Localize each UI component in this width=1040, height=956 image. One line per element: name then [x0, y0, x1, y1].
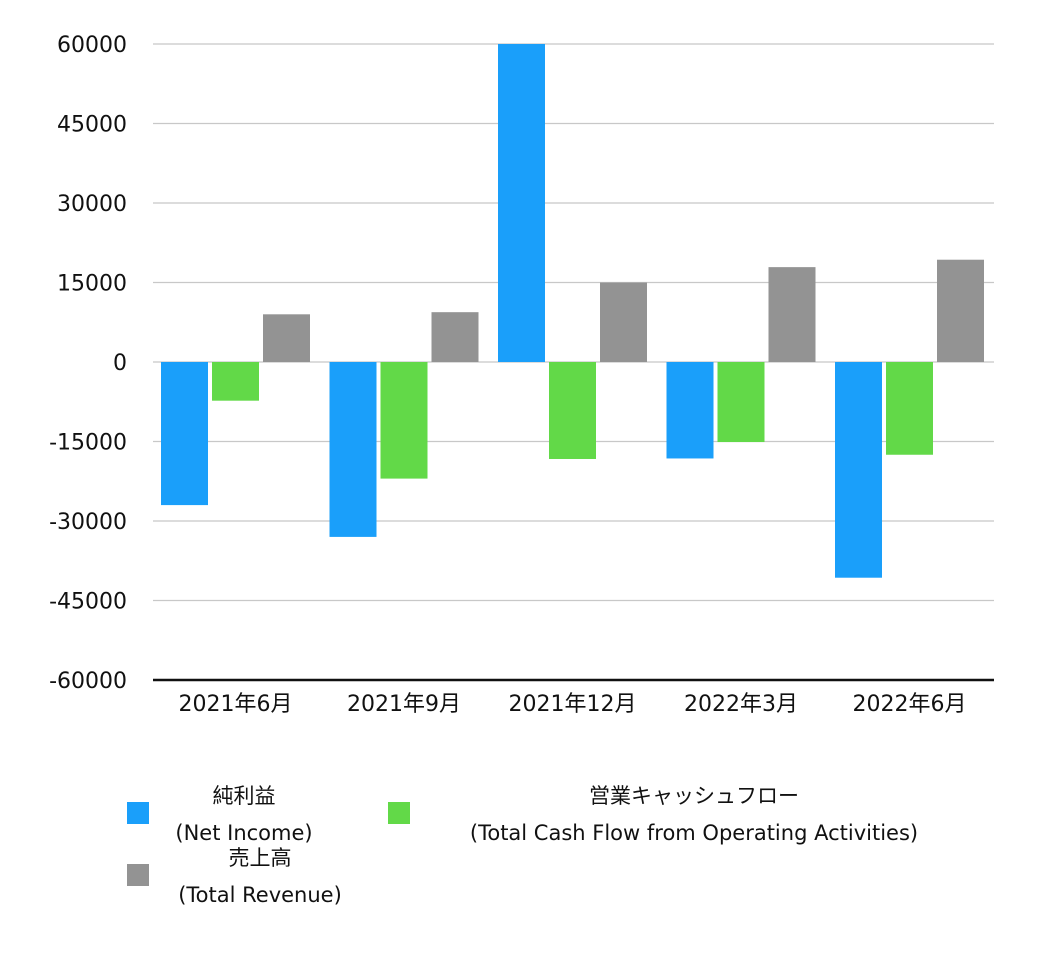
bar	[380, 362, 428, 479]
bar	[937, 259, 984, 362]
legend-swatch	[388, 802, 410, 824]
legend-swatch	[127, 864, 149, 886]
x-tick-label: 2021年9月	[347, 692, 461, 717]
x-tick-label: 2021年12月	[509, 692, 637, 717]
y-tick-label: 0	[113, 351, 127, 376]
legend-swatch	[127, 802, 149, 824]
x-tick-label: 2022年6月	[853, 692, 967, 717]
legend-label: 営業キャッシュフロー	[589, 784, 799, 808]
y-tick-label: 15000	[57, 272, 127, 297]
bar	[329, 362, 377, 537]
bar	[835, 362, 882, 578]
legend-label: 純利益	[213, 784, 276, 808]
y-tick-label: 45000	[57, 113, 127, 138]
bar	[212, 362, 259, 401]
bar	[549, 362, 596, 459]
bar	[768, 267, 816, 362]
bar	[886, 362, 933, 455]
y-tick-label: -30000	[49, 510, 127, 535]
legend-label: 売上高	[229, 846, 292, 870]
x-tick-label: 2021年6月	[179, 692, 293, 717]
legend-label: (Net Income)	[175, 821, 312, 845]
bar	[498, 44, 545, 362]
legend: 純利益 (Net Income) 営業キャッシュフロー (Total Cash Flo…	[127, 784, 918, 907]
y-tick-label: -15000	[49, 431, 127, 456]
bar	[600, 282, 647, 362]
bar	[263, 314, 310, 362]
y-tick-label: -60000	[49, 669, 127, 694]
y-tick-labels: 60000 45000 30000 15000 0 -15000 -30000 -45000 -…	[49, 33, 127, 694]
bars	[161, 44, 984, 578]
legend-label: (Total Revenue)	[178, 883, 342, 907]
bar	[161, 362, 208, 506]
x-tick-label: 2022年3月	[684, 692, 798, 717]
bar	[717, 362, 765, 443]
legend-label: (Total Cash Flow from Operating Activiti…	[470, 821, 918, 845]
y-tick-label: 60000	[57, 33, 127, 58]
bar	[431, 312, 479, 362]
bar	[666, 362, 714, 459]
x-tick-labels: 2021年6月 2021年9月 2021年12月 2022年3月 2022年6月	[179, 692, 967, 717]
y-tick-label: -45000	[49, 590, 127, 615]
y-tick-label: 30000	[57, 192, 127, 217]
